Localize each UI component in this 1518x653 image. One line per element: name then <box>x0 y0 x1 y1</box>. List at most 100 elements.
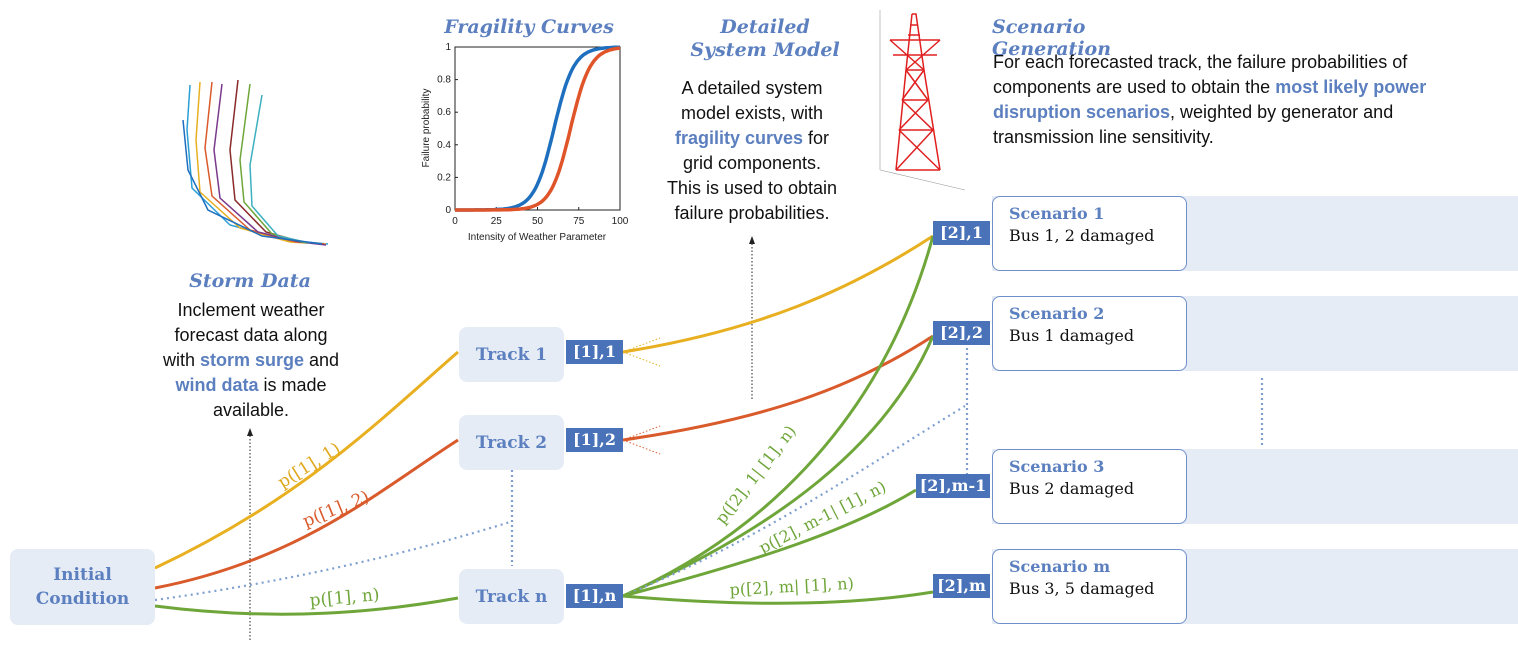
edge-t1-s1 <box>622 234 934 354</box>
storm-line-2-seg-1: forecast data along <box>174 325 328 345</box>
scenario_gen-line-4: transmission line sensitivity. <box>993 125 1513 150</box>
scenario_gen-line-3-seg-1: disruption scenarios <box>993 102 1171 122</box>
fragility-chart: 0 25 50 75 100 0 0.2 0.4 0.6 0.8 1 Intensity of We… <box>421 42 629 243</box>
edge-tn-sm <box>622 590 934 605</box>
model-line-6-seg-1: failure probabilities. <box>674 203 830 223</box>
fragility-xtick-4: 100 <box>612 216 629 227</box>
model-line-3: fragility curves for <box>646 126 858 151</box>
track-1-node[interactable]: Track 1 <box>459 327 564 382</box>
storm-line-4-seg-1: wind data <box>175 375 259 395</box>
scenario-2-box[interactable]: Scenario 2 Bus 1 damaged <box>992 296 1187 371</box>
storm-line-3: with storm surge and <box>148 348 354 373</box>
edge-label-p1n: p([1], n) <box>309 585 380 611</box>
storm-line-2: forecast data along <box>148 323 354 348</box>
fan-t1 <box>622 337 661 367</box>
model-heading: Detailed System Model <box>680 16 850 62</box>
initial-label-line-2: Condition <box>35 589 130 609</box>
fragility-heading: Fragility Curves <box>444 16 614 38</box>
edge-label-p11: p([1], 1) <box>274 439 344 493</box>
model-line-5-seg-1: This is used to obtain <box>666 178 838 198</box>
storm-tracks-illustration <box>182 79 329 246</box>
model-line-2: model exists, with <box>646 101 858 126</box>
storm-line-5: available. <box>148 398 354 423</box>
fragility-xlabel: Intensity of Weather Parameter <box>468 232 607 243</box>
track-2-tag: [1],2 <box>566 428 623 452</box>
scenario-3-box[interactable]: Scenario 3 Bus 2 damaged <box>992 449 1187 524</box>
edge-tn-dots <box>622 405 966 598</box>
scenario_gen-line-3-seg-2: , weighted by generator and <box>1170 102 1394 122</box>
scenario-gen-heading: Scenario Generation <box>992 16 1112 60</box>
track-2-node[interactable]: Track 2 <box>459 415 564 470</box>
model-line-1: A detailed system <box>646 76 858 101</box>
scenario_gen-line-3: disruption scenarios, weighted by genera… <box>993 100 1513 125</box>
scenario-2-title: Scenario 2 <box>1009 304 1105 323</box>
scenario-1-title: Scenario 1 <box>1009 204 1105 223</box>
scenario_gen-line-2-seg-2: most likely power <box>1275 77 1427 97</box>
model-line-3-seg-1: fragility curves <box>674 128 804 148</box>
fragility-ytick-1: 0.2 <box>437 172 451 183</box>
fragility-xtick-3: 75 <box>573 216 585 227</box>
scenario-3-tag: [2],m-1 <box>916 474 990 498</box>
model-heading-line-2: System Model <box>690 39 840 61</box>
scenario_gen-line-4-seg-1: transmission line sensitivity. <box>993 127 1214 147</box>
scenario_gen-line-2-seg-1: components are used to obtain the <box>993 77 1276 97</box>
scenario-m-title: Scenario m <box>1009 557 1111 576</box>
storm-pointer-arrow <box>247 428 253 436</box>
fragility-ytick-2: 0.4 <box>437 140 451 151</box>
fragility-ylabel: Failure probability <box>421 89 432 168</box>
storm-line-3-seg-1: with <box>162 350 200 370</box>
scenario_gen-line-2: components are used to obtain the most l… <box>993 75 1513 100</box>
fan-t2 <box>622 425 661 455</box>
storm-line-1-seg-1: Inclement weather <box>177 300 325 320</box>
scenario-gen-description: For each forecasted track, the failure p… <box>993 50 1513 150</box>
model-pointer-arrow <box>749 236 755 244</box>
model-heading-line-1: Detailed <box>720 16 810 38</box>
storm-heading: Storm Data <box>189 270 311 292</box>
fragility-xtick-2: 50 <box>532 216 544 227</box>
model-line-6: failure probabilities. <box>646 201 858 226</box>
storm-line-4-seg-2: is made <box>258 375 327 395</box>
scenario_gen-line-1-seg-1: For each forecasted track, the failure p… <box>993 52 1408 72</box>
scenario-3-desc: Bus 2 damaged <box>1009 479 1135 498</box>
scenario-1-box[interactable]: Scenario 1 Bus 1, 2 damaged <box>992 196 1187 271</box>
fragility-xtick-0: 0 <box>452 216 458 227</box>
edge-ic-trackdots <box>154 520 511 602</box>
edge-ic-trackn <box>154 596 459 616</box>
scenario-m-box[interactable]: Scenario m Bus 3, 5 damaged <box>992 549 1187 624</box>
model-line-3-seg-2: for <box>803 128 830 148</box>
scenario-2-desc: Bus 1 damaged <box>1009 326 1135 345</box>
model-line-2-seg-1: model exists, with <box>680 103 824 123</box>
scenario_gen-line-1: For each forecasted track, the failure p… <box>993 50 1513 75</box>
model-line-5: This is used to obtain <box>646 176 858 201</box>
edge-tn-sm1 <box>622 488 917 598</box>
track-1-tag: [1],1 <box>566 340 623 364</box>
scenario-1-desc: Bus 1, 2 damaged <box>1009 226 1155 245</box>
model-line-4: grid components. <box>646 151 858 176</box>
edge-label-p21: p([2], 1| [1], n) <box>711 422 799 528</box>
edge-label-p2m: p([2], m| [1], n) <box>729 574 854 599</box>
edge-tn-s1 <box>622 235 935 598</box>
fragility-ytick-5: 1 <box>445 42 451 53</box>
edge-label-p2m1: p([2], m-1| [1], n) <box>756 477 889 557</box>
storm-description: Inclement weather forecast data along with… <box>148 298 354 423</box>
edge-tn-s2 <box>622 335 935 598</box>
fragility-ytick-0: 0 <box>445 205 451 216</box>
track-n-tag: [1],n <box>566 584 623 608</box>
fragility-ytick-3: 0.6 <box>437 107 451 118</box>
storm-line-1: Inclement weather <box>148 298 354 323</box>
edge-label-p12: p([1], 2) <box>300 487 372 532</box>
fragility-ytick-4: 0.8 <box>437 75 451 86</box>
edge-ic-track1 <box>154 350 459 570</box>
initial-label-line-1: Initial <box>53 565 112 585</box>
storm-line-4: wind data is made <box>148 373 354 398</box>
track-n-node[interactable]: Track n <box>459 569 564 624</box>
scenario-3-title: Scenario 3 <box>1009 457 1105 476</box>
model-description: A detailed system model exists, with fragi… <box>646 76 858 226</box>
model-line-1-seg-1: A detailed system <box>681 78 823 98</box>
scenario-m-tag: [2],m <box>933 574 990 598</box>
fragility-xtick-1: 25 <box>491 216 503 227</box>
initial-condition-node[interactable]: Initial Condition <box>10 549 155 625</box>
storm-line-5-seg-1: available. <box>212 400 290 420</box>
edge-t2-s2 <box>622 334 934 442</box>
scenario-2-tag: [2],2 <box>933 321 990 345</box>
